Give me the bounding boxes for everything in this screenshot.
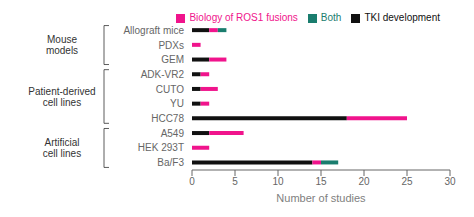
html-text:Biology of ROS1 fusions: Biology of ROS1 fusions bbox=[189, 12, 298, 23]
svg-text:Number of studies: Number of studies bbox=[276, 192, 366, 204]
svg-text:20: 20 bbox=[358, 176, 370, 187]
svg-text:PDXs: PDXs bbox=[158, 40, 184, 51]
svg-text:ADK-VR2: ADK-VR2 bbox=[141, 69, 185, 80]
svg-text:Artificialcell lines: Artificialcell lines bbox=[43, 137, 81, 159]
svg-text:10: 10 bbox=[272, 176, 284, 187]
svg-text:CUTO: CUTO bbox=[156, 84, 184, 95]
svg-text:Ba/F3: Ba/F3 bbox=[157, 157, 184, 168]
svg-text:30: 30 bbox=[444, 176, 456, 187]
svg-text:HEK 293T: HEK 293T bbox=[138, 142, 184, 153]
html-text:TKI development: TKI development bbox=[364, 12, 440, 23]
svg-text:GEM: GEM bbox=[161, 54, 184, 65]
svg-text:Patient-derivedcell lines: Patient-derivedcell lines bbox=[28, 86, 95, 108]
svg-text:0: 0 bbox=[189, 176, 195, 187]
svg-text:Allograft mice: Allograft mice bbox=[123, 25, 184, 36]
html-text:Both: Both bbox=[320, 12, 342, 23]
svg-text:25: 25 bbox=[401, 176, 413, 187]
svg-text:15: 15 bbox=[315, 176, 327, 187]
svg-text:YU: YU bbox=[170, 98, 184, 109]
svg-text:A549: A549 bbox=[161, 128, 185, 139]
svg-text:Mousemodels: Mousemodels bbox=[46, 34, 78, 56]
svg-text:HCC78: HCC78 bbox=[151, 113, 184, 124]
svg-text:5: 5 bbox=[232, 176, 238, 187]
